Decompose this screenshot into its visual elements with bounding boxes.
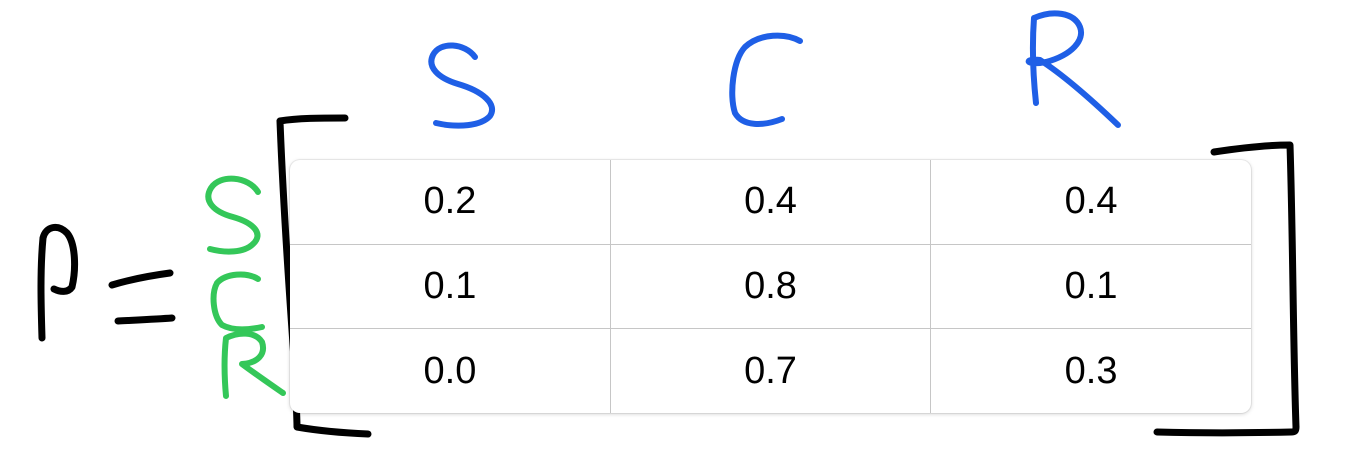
column-label-c (729, 32, 803, 127)
row-label-c (210, 271, 265, 333)
transition-matrix-table: 0.2 0.4 0.4 0.1 0.8 0.1 0.0 0.7 0.3 (290, 160, 1251, 413)
matrix-cell: 0.7 (610, 328, 932, 413)
right-bracket (1153, 141, 1300, 437)
matrix-cell: 0.0 (290, 328, 611, 413)
table-row: 0.2 0.4 0.4 (290, 160, 1251, 245)
matrix-cell: 0.1 (290, 244, 611, 330)
matrix-cell: 0.4 (930, 160, 1251, 245)
matrix-cell: 0.8 (610, 244, 932, 330)
matrix-cell: 0.4 (610, 160, 932, 245)
equals-sign (108, 269, 176, 325)
matrix-cell: 0.1 (930, 244, 1251, 330)
matrix-cell: 0.3 (1064, 349, 1118, 392)
column-label-r (1025, 10, 1121, 128)
row-label-r (221, 330, 286, 399)
table-row: 0.1 0.8 0.1 (290, 244, 1251, 330)
row-label-s (205, 175, 261, 255)
table-row: 0.0 0.7 0.3 (290, 328, 1251, 413)
matrix-symbol-p (37, 223, 79, 342)
column-label-s (428, 42, 495, 129)
matrix-cell: 0.2 (290, 160, 611, 245)
